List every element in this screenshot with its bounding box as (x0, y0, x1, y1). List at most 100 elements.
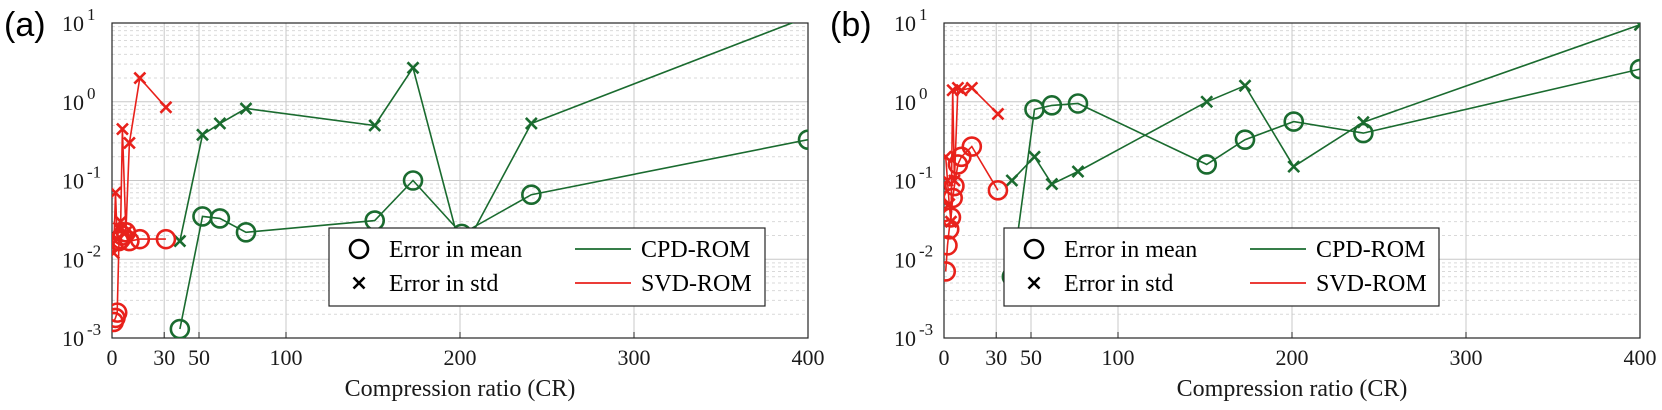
data-point-cross (1633, 23, 1640, 32)
cross-stroke (239, 102, 253, 115)
legend-cross-marker (1027, 276, 1041, 290)
data-point-circle (209, 208, 231, 229)
data-point-cross (1045, 177, 1059, 191)
y-tick-base: 10 (62, 326, 84, 351)
data-point-cross (173, 234, 187, 248)
legend-box (328, 227, 766, 307)
cross-stroke (112, 246, 121, 257)
cross-stroke (406, 61, 420, 75)
legend-circle-marker (1023, 238, 1045, 260)
cross-stroke (944, 150, 953, 161)
data-point-circle (155, 228, 177, 250)
data-point-cross (112, 246, 121, 260)
panel-label: (b) (830, 6, 872, 44)
data-point-cross (114, 215, 128, 229)
y-tick-label: 10 -3 (62, 320, 101, 351)
cross-stroke (116, 122, 129, 136)
data-point-cross (803, 11, 814, 24)
data-point-cross (991, 107, 1005, 121)
data-point-cross (948, 174, 961, 187)
x-tick-label: 0 (107, 345, 118, 370)
data-point-cross (944, 197, 956, 211)
series-line (1011, 68, 1640, 277)
data-point-cross (159, 100, 173, 114)
y-tick-exponent: -1 (919, 163, 933, 182)
data-point-circle (129, 228, 151, 250)
y-tick-base: 10 (62, 247, 84, 272)
y-tick-base: 10 (894, 169, 916, 194)
data-point-cross (1238, 79, 1252, 93)
legend-label-cpd: CPD-ROM (641, 237, 750, 263)
cross-stroke (991, 107, 1005, 121)
legend-cross-marker (352, 276, 366, 290)
series-line (1011, 24, 1640, 186)
y-tick-exponent: -3 (87, 320, 101, 339)
x-tick-label: 200 (444, 345, 477, 370)
cross-stroke (944, 197, 956, 211)
cross-stroke (1287, 160, 1301, 174)
data-point-circle (987, 180, 1009, 201)
y-tick-label: 10 1 (894, 5, 928, 36)
data-point-circle (1234, 129, 1256, 150)
y-tick-base: 10 (62, 169, 84, 194)
data-point-circle (1629, 58, 1640, 80)
data-point-circle (944, 235, 958, 256)
cross-stroke (173, 234, 187, 248)
data-point-cross (944, 150, 953, 164)
cross-stroke (119, 225, 133, 239)
cross-stroke (112, 186, 122, 199)
data-point-cross (213, 117, 227, 130)
series-svd-rom-std (944, 81, 1005, 229)
legend-label-std: Error in std (1064, 271, 1173, 297)
legend-circle-marker (348, 238, 370, 260)
x-tick-label: 300 (618, 345, 651, 370)
x-tick-label: 30 (985, 345, 1007, 370)
x-tick-label: 100 (270, 345, 303, 370)
y-tick-label: 10 0 (894, 84, 928, 115)
cross-stroke (1028, 150, 1041, 164)
series-line (944, 86, 999, 222)
cross-stroke (803, 11, 814, 22)
cross-stroke (1005, 174, 1019, 187)
y-tick-base: 10 (894, 11, 916, 36)
x-tick-label: 400 (1624, 345, 1657, 370)
legend-label-cpd: CPD-ROM (1316, 237, 1425, 263)
data-point-cross (196, 128, 209, 142)
cross-stroke (524, 117, 538, 130)
x-tick-label: 50 (1020, 345, 1042, 370)
y-tick-exponent: -2 (87, 241, 101, 260)
x-tick-label: 300 (1450, 345, 1483, 370)
y-tick-base: 10 (894, 326, 916, 351)
data-point-circle (961, 136, 983, 157)
x-tick-label: 200 (1276, 345, 1309, 370)
legend-label-svd: SVD-ROM (641, 271, 752, 297)
y-tick-exponent: -3 (919, 320, 933, 339)
y-tick-exponent: 0 (87, 84, 96, 103)
legend-label-mean: Error in mean (389, 237, 522, 263)
cross-stroke (368, 119, 382, 132)
data-point-cross (1200, 95, 1214, 109)
y-tick-exponent: 1 (87, 5, 96, 24)
series-cpd-rom-mean (1001, 58, 1640, 288)
cross-stroke (1045, 177, 1059, 191)
y-tick-base: 10 (62, 11, 84, 36)
data-point-circle (235, 221, 257, 243)
y-tick-exponent: 1 (919, 5, 928, 24)
data-point-cross (1071, 165, 1085, 178)
data-point-cross (1028, 150, 1041, 164)
cross-stroke (803, 23, 804, 24)
y-tick-label: 10 1 (62, 5, 96, 36)
x-tick-label: 0 (939, 345, 950, 370)
cross-stroke (122, 136, 136, 150)
data-point-cross (122, 136, 136, 150)
y-tick-label: 10 0 (62, 84, 96, 115)
data-point-cross (112, 186, 122, 200)
data-point-circle (112, 302, 128, 323)
data-point-cross (133, 71, 147, 85)
y-tick-base: 10 (894, 247, 916, 272)
plot-area (944, 23, 1640, 288)
cross-stroke (948, 174, 961, 187)
data-point-cross (1005, 174, 1019, 187)
